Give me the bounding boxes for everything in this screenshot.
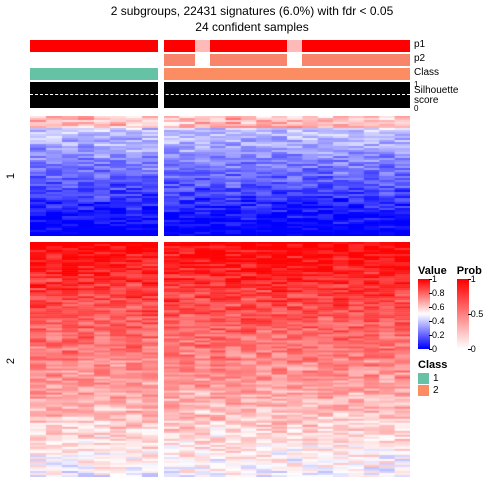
legend-class: Class 12	[418, 359, 502, 396]
sil-tick-0: 0	[414, 104, 418, 113]
row-cluster-label-2: 2	[5, 358, 17, 364]
row-cluster-label-1: 1	[5, 173, 17, 179]
title-line-1: 2 subgroups, 22431 signatures (6.0%) wit…	[0, 4, 504, 20]
legend-class-label: 2	[433, 385, 439, 396]
legend-swatch	[418, 385, 429, 396]
track-class	[30, 68, 410, 80]
legend-prob-tick: 0.5	[471, 309, 484, 319]
plot-area: p1 p2 Class Silhouettescore 1 0.5 0 1 2	[30, 40, 410, 490]
heatmap-cluster1-right	[164, 116, 410, 236]
title-line-2: 24 confident samples	[0, 20, 504, 36]
legend-value-tick: 0.4	[432, 316, 445, 326]
heatmap-cluster1-left	[30, 116, 158, 236]
legend-value-bar	[418, 279, 430, 349]
legend-value-tick: 1	[432, 274, 437, 284]
legend-swatch	[418, 373, 429, 384]
legend-value-tick: 0	[432, 344, 437, 354]
legend-prob: Prob 10.50	[457, 265, 482, 349]
legend-prob-tick: 1	[471, 274, 476, 284]
legend-value-tick: 0.8	[432, 288, 445, 298]
heatmap-cluster2-right	[164, 242, 410, 477]
label-silhouette: Silhouettescore	[414, 86, 458, 106]
legend-value: Value 10.80.60.40.20	[418, 265, 447, 349]
sil-tick-1: 1	[414, 80, 418, 89]
legend-class-item: 1	[418, 373, 502, 384]
legend-class-label: 1	[433, 373, 439, 384]
track-silhouette	[30, 82, 410, 108]
legend-value-tick: 0.6	[432, 302, 445, 312]
track-p2	[30, 54, 410, 66]
label-class: Class	[414, 67, 439, 78]
label-p1: p1	[414, 39, 425, 50]
label-p2: p2	[414, 53, 425, 64]
legend-class-item: 2	[418, 385, 502, 396]
legend-area: Value 10.80.60.40.20 Prob 10.50 Class 12	[418, 265, 502, 406]
legend-prob-tick: 0	[471, 344, 476, 354]
legend-value-tick: 0.2	[432, 330, 445, 340]
track-p1	[30, 40, 410, 52]
heatmap-cluster2-left	[30, 242, 158, 477]
legend-prob-title: Prob	[457, 265, 482, 277]
silhouette-threshold-line	[30, 94, 410, 95]
legend-class-title: Class	[418, 359, 502, 371]
